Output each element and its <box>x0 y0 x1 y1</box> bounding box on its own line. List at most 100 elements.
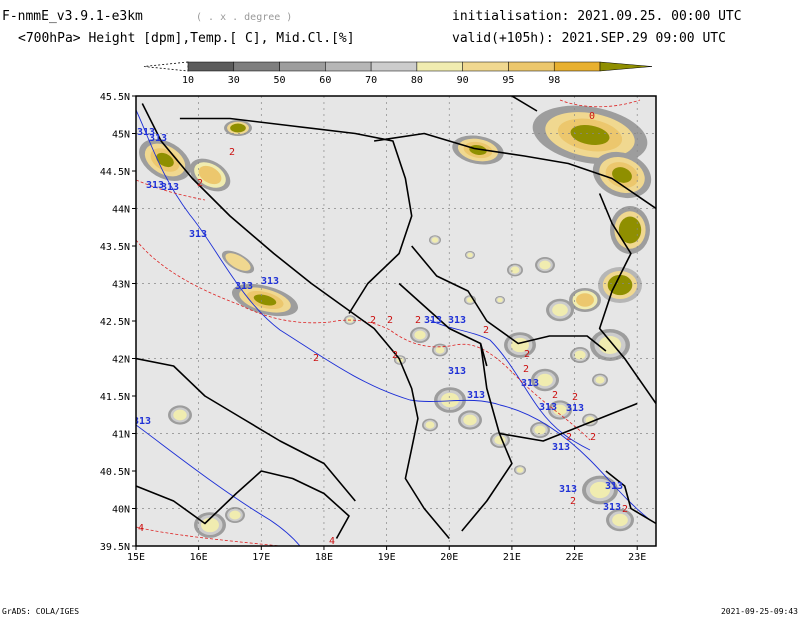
cloud-blob <box>569 288 601 312</box>
lat-tick-label: 39.5N <box>100 542 130 553</box>
colorbar-high-triangle <box>599 61 653 72</box>
lon-tick-label: 17E <box>252 552 270 563</box>
height-contour-label: 313 <box>133 416 151 427</box>
cloud-cover-layer <box>139 105 652 538</box>
colorbar-box <box>370 61 418 72</box>
cloud-blob <box>590 329 630 361</box>
temperature-contour-label: 2 <box>197 178 203 189</box>
cloud-blob <box>570 347 590 363</box>
lat-tick-label: 44.5N <box>100 167 130 178</box>
colorbar-label: 80 <box>411 75 423 86</box>
coastline-layer <box>136 96 656 540</box>
lon-tick-label: 20E <box>440 552 458 563</box>
height-contour-label: 313 <box>424 315 442 326</box>
height-contour-label: 313 <box>161 182 179 193</box>
cloud-blob <box>606 508 634 532</box>
cloud-blob <box>530 422 550 438</box>
cloud-blob <box>548 400 572 420</box>
temperature-contour-label: 2 <box>622 504 628 515</box>
temperature-contour-label: 2 <box>370 315 376 326</box>
cloud-blob <box>432 343 448 357</box>
height-contour-label: 313 <box>137 127 155 138</box>
cloud-blob <box>139 139 191 181</box>
cloud-blob <box>598 267 642 303</box>
cloud-blob <box>225 507 245 523</box>
colorbar-box <box>187 61 235 72</box>
temperature-contour-label: 2 <box>524 349 530 360</box>
temperature-contour-label: 2 <box>523 364 529 375</box>
height-contour-label: 313 <box>235 281 253 292</box>
footer-timestamp: 2021-09-25-09:43 <box>721 607 798 616</box>
cloud-blob <box>231 283 299 317</box>
projection-note: ( . x . degree ) <box>196 12 292 23</box>
colorbar-label: 95 <box>502 75 514 86</box>
temperature-contour-label: 2 <box>392 350 398 361</box>
lat-tick-label: 44N <box>112 205 130 216</box>
height-contour-label: 313 <box>605 481 623 492</box>
cloud-blob <box>532 105 648 165</box>
lon-tick-label: 19E <box>378 552 396 563</box>
lon-tick-label: 18E <box>315 552 333 563</box>
cloud-blob <box>495 296 505 304</box>
boundary-line <box>136 357 356 502</box>
temperature-contour-label: 2 <box>229 147 235 158</box>
lat-tick-label: 43.5N <box>100 242 130 253</box>
cloud-blob <box>507 263 523 277</box>
cloud-blob <box>592 151 652 199</box>
colorbar-box <box>462 61 509 72</box>
cloud-blob <box>422 418 438 432</box>
lat-tick-label: 42.5N <box>100 317 130 328</box>
temperature-contour-label: 2 <box>415 315 421 326</box>
colorbar-label: 70 <box>365 75 377 86</box>
boundary-line <box>373 132 656 210</box>
height-contour-label: 313 <box>552 442 570 453</box>
boundary-line <box>179 117 413 314</box>
colorbar-low-triangle <box>143 61 189 72</box>
height-contour-label: 313 <box>261 276 279 287</box>
temperature-contour-label: 2 <box>572 392 578 403</box>
lon-tick-label: 23E <box>628 552 646 563</box>
cloud-blob <box>592 373 608 387</box>
lat-tick-label: 45.5N <box>100 92 130 103</box>
cloud-blob <box>189 158 231 192</box>
boundary-line <box>136 470 350 539</box>
height-contour-label: 313 <box>149 133 167 144</box>
temperature-contour-label: 2 <box>552 390 558 401</box>
cloud-blob <box>224 120 252 136</box>
temperature-contour <box>559 99 641 108</box>
lat-tick-label: 41.5N <box>100 392 130 403</box>
colorbar-box <box>553 61 601 72</box>
cloud-blob <box>514 465 526 475</box>
lat-tick-label: 43N <box>112 280 130 291</box>
height-contour-label: 313 <box>566 403 584 414</box>
lat-tick-label: 40N <box>112 505 130 516</box>
height-contour-label: 313 <box>448 315 466 326</box>
temperature-contour <box>136 239 591 441</box>
colorbar-box <box>233 61 280 72</box>
cloud-blob <box>610 206 650 254</box>
height-contour-label: 313 <box>146 180 164 191</box>
cloud-blob <box>429 235 441 245</box>
colorbar-box <box>325 61 372 72</box>
height-contour-label: 313 <box>189 229 207 240</box>
height-contour <box>136 109 651 521</box>
colorbar-label: 30 <box>228 75 240 86</box>
height-contour-label: 313 <box>521 378 539 389</box>
height-contour-label: 313 <box>603 502 621 513</box>
axis-ticks: 45.5N 45N 44.5N 44N 43.5N 43N 42.5N 42N 41.5N 41N… <box>100 92 646 563</box>
temperature-contour-label: 4 <box>138 523 144 534</box>
colorbar-label: 50 <box>274 75 286 86</box>
cloud-blob <box>410 327 430 343</box>
gridlines <box>136 96 656 546</box>
valid-time: valid(+105h): 2021.SEP.29 09:00 UTC <box>452 31 726 46</box>
height-contour-label: 313 <box>448 366 466 377</box>
colorbar-box <box>279 61 326 72</box>
cloud-blob <box>465 251 475 259</box>
cloud-blob <box>458 410 482 430</box>
colorbar-label: 10 <box>182 75 194 86</box>
colorbar-label: 60 <box>319 75 331 86</box>
variables-description: <700hPa> Height [dpm],Temp.[ C], Mid.Cl.… <box>18 31 355 46</box>
